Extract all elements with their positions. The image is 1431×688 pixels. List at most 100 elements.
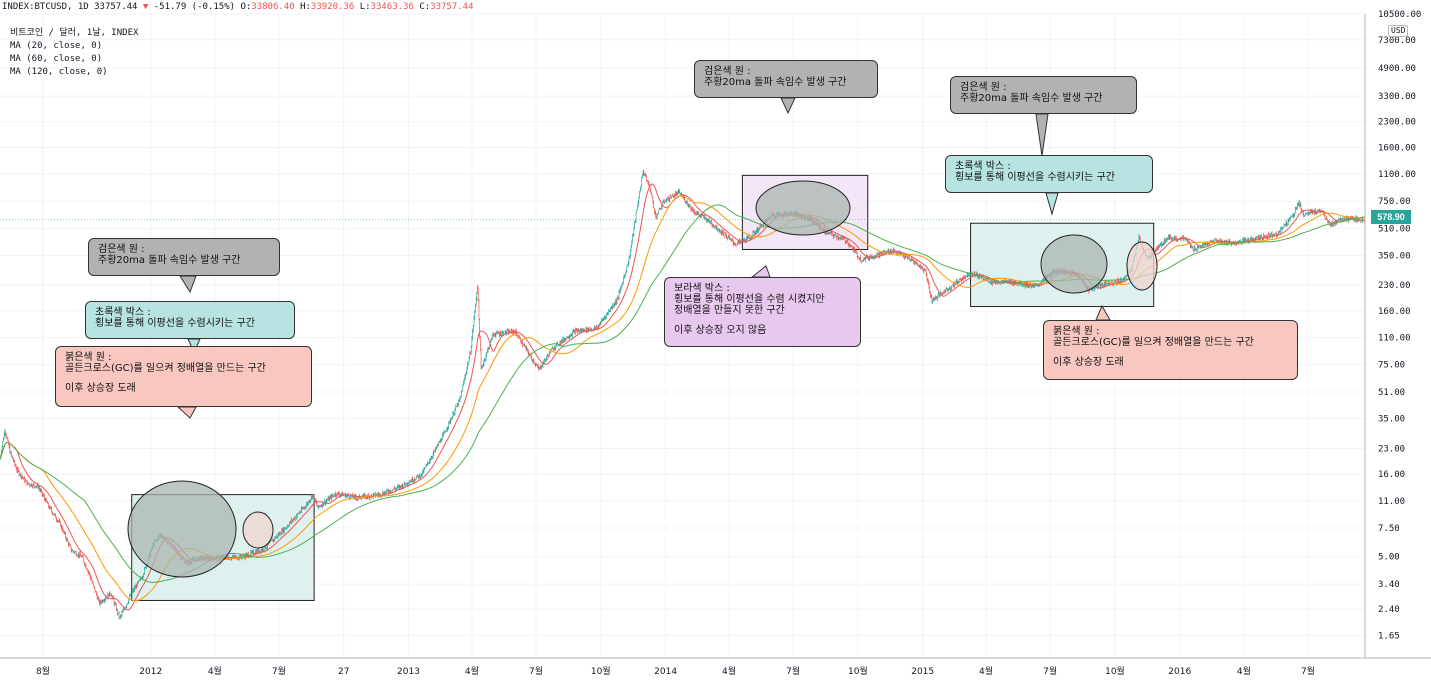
x-tick-label: 7월 — [272, 665, 286, 677]
annotation-text: 횡보를 통해 이평선을 수렴 시켰지만 — [674, 294, 825, 305]
y-tick-label: 11.00 — [1378, 497, 1405, 507]
bubble-tail — [179, 275, 197, 294]
annotation-text: 정배열을 만들지 못한 구간 — [674, 305, 785, 316]
x-tick-label: 4월 — [208, 665, 222, 677]
x-tick-label: 2014 — [654, 667, 677, 677]
close-value: 33757.44 — [430, 2, 474, 12]
annotation-text: 검은색 원 : — [98, 244, 145, 255]
x-tick-label: 2013 — [397, 667, 420, 677]
y-tick-label: 23.00 — [1378, 444, 1405, 454]
x-tick-label: 2016 — [1168, 667, 1191, 677]
x-tick-label: 4월 — [722, 665, 736, 677]
annotation-red-2[interactable]: 붉은색 원 : 골든크로스(GC)를 일으켜 정배열을 만드는 구간 이후 상승… — [1043, 320, 1298, 380]
y-tick-label: 16.00 — [1378, 470, 1405, 480]
last-price-tag: 578.90 — [1371, 210, 1411, 224]
x-tick-label: 4월 — [1237, 665, 1251, 677]
annotation-text: 붉은색 원 : — [1053, 326, 1100, 337]
indicator-legend: 비트코인 / 달러, 1날, INDEX MA (20, close, 0) M… — [10, 27, 138, 79]
bubble-tail — [1095, 304, 1111, 321]
annotation-text: 이후 상승장 도래 — [65, 383, 136, 394]
legend-ma60[interactable]: MA (60, close, 0) — [10, 54, 103, 64]
annotation-text: 골든크로스(GC)를 일으켜 정배열을 만드는 구간 — [65, 363, 266, 374]
annotation-text: 검은색 원 : — [704, 66, 751, 77]
y-tick-label: 4900.00 — [1378, 64, 1416, 74]
annotation-gray-3[interactable]: 검은색 원 : 주황20ma 돌파 속임수 발생 구간 — [950, 76, 1137, 114]
y-tick-label: 110.00 — [1378, 333, 1411, 343]
ohlc-header: INDEX:BTCUSD, 1D 33757.44 ▼ -51.79 (-0.1… — [2, 2, 474, 14]
y-tick-label: 5.00 — [1378, 553, 1400, 563]
x-tick-label: 10월 — [1105, 665, 1125, 677]
legend-ma120[interactable]: MA (120, close, 0) — [10, 67, 108, 77]
annotation-gray-2[interactable]: 검은색 원 : 주황20ma 돌파 속임수 발생 구간 — [694, 60, 878, 98]
y-tick-label: 160.00 — [1378, 307, 1411, 317]
y-tick-label: 7.50 — [1378, 524, 1400, 534]
low-label: L: — [359, 2, 371, 12]
close-label: C: — [419, 2, 431, 12]
high-value: 33920.36 — [310, 2, 355, 12]
annotation-text: 주황20ma 돌파 속임수 발생 구간 — [960, 93, 1103, 104]
gray-circle-2015 — [1040, 234, 1108, 294]
bubble-tail — [176, 406, 197, 419]
x-tick-label: 10월 — [591, 665, 611, 677]
annotation-text: 초록색 박스 : — [955, 161, 1011, 172]
x-tick-label: 7월 — [786, 665, 800, 677]
annotation-text: 붉은색 원 : — [65, 352, 112, 363]
annotation-text: 이후 상승장 오지 않음 — [674, 325, 767, 336]
annotation-text: 주황20ma 돌파 속임수 발생 구간 — [98, 255, 241, 266]
y-tick-label: 51.00 — [1378, 388, 1405, 398]
symbol-label[interactable]: INDEX:BTCUSD, 1D 33757.44 — [2, 2, 138, 12]
y-tick-label: 75.00 — [1378, 361, 1405, 371]
bubble-tail — [1035, 113, 1049, 157]
y-tick-label: 3300.00 — [1378, 92, 1416, 102]
y-tick-label: 10500.00 — [1378, 10, 1421, 20]
open-value: 33806.40 — [251, 2, 295, 12]
annotation-text: 이후 상승장 도래 — [1053, 357, 1124, 368]
annotation-text: 초록색 박스 : — [95, 307, 151, 318]
annotation-teal-1[interactable]: 초록색 박스 : 횡보를 통해 이평선을 수렴시키는 구간 — [85, 301, 295, 339]
annotation-purple[interactable]: 보라색 박스 : 횡보를 통해 이평선을 수렴 시켰지만 정배열을 만들지 못한… — [664, 277, 861, 347]
pink-circle-2012 — [242, 511, 274, 549]
x-tick-label: 7월 — [1043, 665, 1057, 677]
y-tick-label: 510.00 — [1378, 225, 1411, 235]
legend-title[interactable]: 비트코인 / 달러, 1날, INDEX — [10, 28, 139, 38]
y-tick-label: 3.40 — [1378, 580, 1400, 590]
annotation-teal-2[interactable]: 초록색 박스 : 횡보를 통해 이평선을 수렴시키는 구간 — [945, 155, 1153, 193]
y-tick-label: 230.00 — [1378, 281, 1411, 291]
y-tick-label: 35.00 — [1378, 415, 1405, 425]
bubble-tail — [750, 265, 771, 278]
y-tick-label: 1100.00 — [1378, 170, 1416, 180]
bubble-tails — [176, 97, 1111, 419]
annotation-text: 횡보를 통해 이평선을 수렴시키는 구간 — [955, 172, 1115, 183]
x-tick-label: 4월 — [465, 665, 479, 677]
y-tick-label: 350.00 — [1378, 251, 1411, 261]
currency-label: USD — [1388, 25, 1409, 37]
annotation-gray-1[interactable]: 검은색 원 : 주황20ma 돌파 속임수 발생 구간 — [88, 238, 280, 276]
change-arrow-icon: ▼ — [142, 2, 149, 12]
annotation-text: 횡보를 통해 이평선을 수렴시키는 구간 — [95, 318, 255, 329]
y-tick-label: 2.40 — [1378, 605, 1400, 615]
x-tick-label: 7월 — [529, 665, 543, 677]
change-value: -51.79 (-0.15%) — [153, 2, 236, 12]
x-tick-label: 7월 — [1301, 665, 1315, 677]
gray-circle-2014 — [755, 180, 851, 236]
low-value: 33463.36 — [370, 2, 414, 12]
gray-circle-2012 — [127, 480, 237, 578]
annotation-text: 골든크로스(GC)를 일으켜 정배열을 만드는 구간 — [1053, 337, 1254, 348]
axes: 10500.00 7300.00 4900.00 3300.00 2300.00 1600… — [0, 10, 1431, 677]
y-tick-label: 2300.00 — [1378, 118, 1416, 128]
y-tick-label: 7300.00 — [1378, 36, 1416, 46]
bubble-tail — [1045, 192, 1059, 216]
x-tick-label: 27 — [338, 667, 349, 677]
y-tick-label: 1.65 — [1378, 631, 1400, 641]
x-tick-label: 2015 — [911, 667, 934, 677]
annotation-circles — [127, 180, 1158, 578]
x-tick-label: 8월 — [36, 665, 50, 677]
annotation-text: 검은색 원 : — [960, 82, 1007, 93]
bubble-tail — [780, 97, 796, 115]
y-tick-label: 750.00 — [1378, 197, 1411, 207]
legend-ma20[interactable]: MA (20, close, 0) — [10, 41, 103, 51]
x-tick-label: 10월 — [848, 665, 868, 677]
annotation-red-1[interactable]: 붉은색 원 : 골든크로스(GC)를 일으켜 정배열을 만드는 구간 이후 상승… — [55, 346, 312, 407]
pink-circle-2015 — [1126, 241, 1158, 291]
annotation-text: 주황20ma 돌파 속임수 발생 구간 — [704, 77, 847, 88]
